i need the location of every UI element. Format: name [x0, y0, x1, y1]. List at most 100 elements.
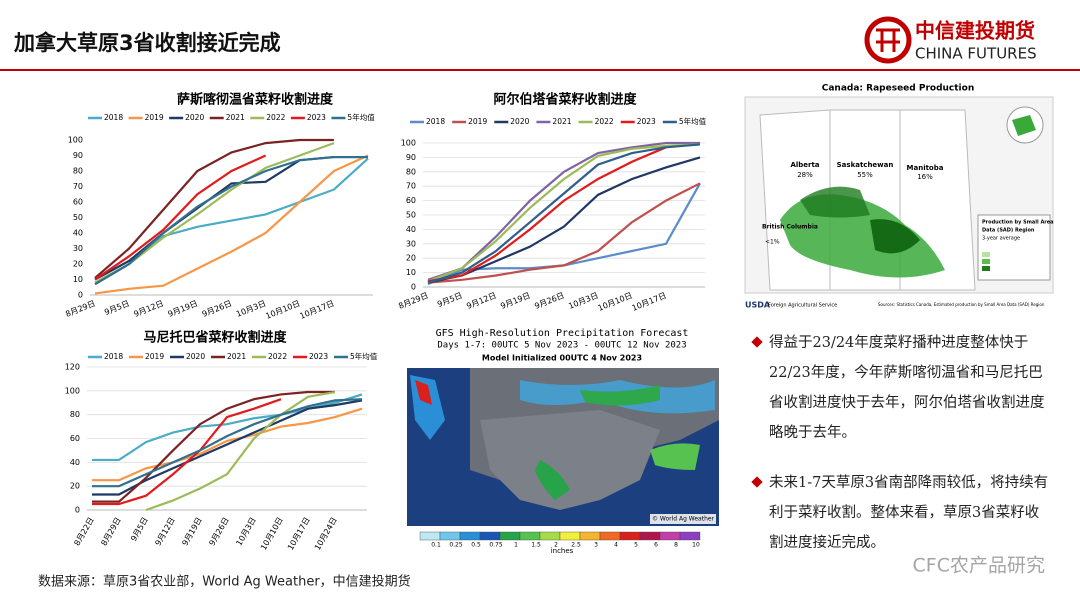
legend-label: 2018 — [104, 113, 123, 122]
series-line — [92, 407, 363, 482]
province: Saskatchewan — [837, 161, 894, 169]
legend-label: 5年均值 — [679, 116, 707, 126]
x-tick-label: 10月17日 — [631, 291, 668, 313]
y-tick-label: 40 — [73, 229, 83, 238]
y-tick-label: 20 — [406, 254, 416, 263]
x-tick-label: 10月17日 — [298, 299, 335, 321]
y-tick-label: 90 — [406, 153, 416, 162]
legend-label: 5年均值 — [350, 351, 378, 361]
scale-swatch — [519, 531, 541, 541]
y-tick-label: 100 — [68, 136, 83, 145]
rapeseed-map — [744, 96, 1054, 294]
legend-label: 2022 — [268, 352, 287, 361]
x-tick-label: 9月12日 — [133, 299, 165, 319]
province-share: 28% — [797, 171, 813, 179]
y-tick-label: 20 — [73, 260, 83, 269]
series-line — [94, 155, 368, 286]
logo-en: CHINA FUTURES — [915, 45, 1037, 63]
x-tick-label: 10月10日 — [259, 516, 285, 552]
y-tick-label: 80 — [70, 410, 80, 419]
bullet: 得益于23/24年度菜籽播种进度整体快于22/23年度，今年萨斯喀彻温省和马尼托… — [753, 328, 1053, 448]
usda: USDA — [745, 301, 771, 310]
y-tick-label: 80 — [73, 167, 83, 176]
series-line — [92, 398, 282, 506]
bullet-text: 未来1-7天草原3省南部降雨较低，将持续有利于菜籽收割。整体来看，草原3省菜籽收… — [769, 475, 1049, 551]
province-share: 16% — [917, 173, 933, 181]
map-legend: 3-year average — [982, 236, 1020, 242]
x-tick-label: 8月22日 — [72, 516, 95, 548]
scale-swatch — [579, 531, 601, 541]
y-tick-label: 20 — [70, 482, 80, 491]
scale-label: 0.75 — [489, 542, 503, 549]
scale-label: 4 — [614, 542, 618, 549]
y-tick-label: 60 — [73, 198, 83, 207]
bullet-text: 得益于23/24年度菜籽播种进度整体快于22/23年度，今年萨斯喀彻温省和马尼托… — [769, 335, 1045, 441]
source: 数据来源：草原3省农业部，World Ag Weather，中信建投期货 — [38, 574, 411, 590]
scale-label: 2 — [554, 542, 558, 549]
scale-label: 2.5 — [571, 542, 581, 549]
x-tick-label: 10月10日 — [597, 291, 634, 313]
y-tick-label: 10 — [73, 275, 83, 284]
series-line — [94, 154, 267, 281]
x-tick-label: 10月3日 — [234, 516, 257, 548]
x-tick-label: 8月29日 — [397, 291, 429, 311]
legend-label: 2018 — [426, 117, 445, 126]
scale-label: 1 — [514, 542, 518, 549]
series-line — [427, 156, 701, 284]
legend-label: 2020 — [510, 117, 529, 126]
x-tick-label: 10月3日 — [235, 299, 267, 319]
series-line — [145, 390, 336, 512]
y-tick-label: 60 — [70, 434, 80, 443]
province-share: 55% — [857, 171, 873, 179]
series-line — [94, 138, 334, 279]
precip-init: Model Initialized 00UTC 4 Nov 2023 — [482, 354, 642, 363]
series-line — [427, 146, 667, 283]
precip-map — [407, 368, 719, 526]
y-tick-label: 60 — [406, 196, 416, 205]
chart-title: 阿尔伯塔省菜籽收割进度 — [493, 92, 637, 108]
y-tick-label: 0 — [411, 283, 416, 292]
y-tick-label: 90 — [73, 151, 83, 160]
scale-swatch — [539, 531, 561, 541]
scale-swatch — [559, 531, 581, 541]
scale-label: 8 — [674, 542, 678, 549]
scale-label: 0.1 — [431, 542, 441, 549]
x-tick-label: 9月19日 — [167, 299, 199, 319]
legend-label: 2019 — [145, 352, 164, 361]
province-share: <1% — [765, 239, 780, 246]
y-tick-label: 70 — [73, 182, 83, 191]
bullet: 未来1-7天草原3省南部降雨较低，将持续有利于菜籽收割。整体来看，草原3省菜籽收… — [753, 468, 1053, 558]
map-title: Canada: Rapeseed Production — [822, 84, 974, 94]
scale-swatch — [439, 531, 461, 541]
scale-swatch — [459, 531, 481, 541]
y-tick-label: 0 — [78, 291, 83, 300]
logo — [864, 16, 912, 64]
scale-swatch — [499, 531, 521, 541]
precip-title: GFS High-Resolution Precipitation Foreca… — [436, 328, 689, 339]
y-tick-label: 30 — [406, 239, 416, 248]
map-footer: Foreign Agricultural Service — [768, 303, 837, 309]
x-tick-label: 9月5日 — [436, 291, 464, 309]
map-legend: Data (SAD) Region — [982, 228, 1035, 234]
series-line — [427, 143, 701, 284]
legend-label: 2021 — [552, 117, 571, 126]
legend-label: 2023 — [637, 117, 656, 126]
x-tick-label: 8月29日 — [64, 299, 96, 319]
scale-swatch — [639, 531, 661, 541]
x-tick-label: 9月26日 — [207, 516, 230, 548]
scale-label: 0.5 — [471, 542, 481, 549]
y-tick-label: 50 — [73, 213, 83, 222]
x-tick-label: 9月5日 — [103, 299, 131, 317]
legend-label: 2022 — [595, 117, 614, 126]
scale-label: 10 — [692, 542, 700, 549]
x-tick-label: 10月17日 — [286, 516, 312, 552]
precip-unit: inches — [551, 547, 574, 555]
logo-cn: 中信建投期货 — [915, 19, 1035, 43]
y-tick-label: 80 — [406, 167, 416, 176]
legend-label: 2021 — [227, 352, 246, 361]
legend-label: 5年均值 — [347, 112, 375, 122]
x-tick-label: 9月26日 — [533, 291, 565, 311]
legend-label: 2023 — [309, 352, 328, 361]
scale-swatch — [659, 531, 681, 541]
